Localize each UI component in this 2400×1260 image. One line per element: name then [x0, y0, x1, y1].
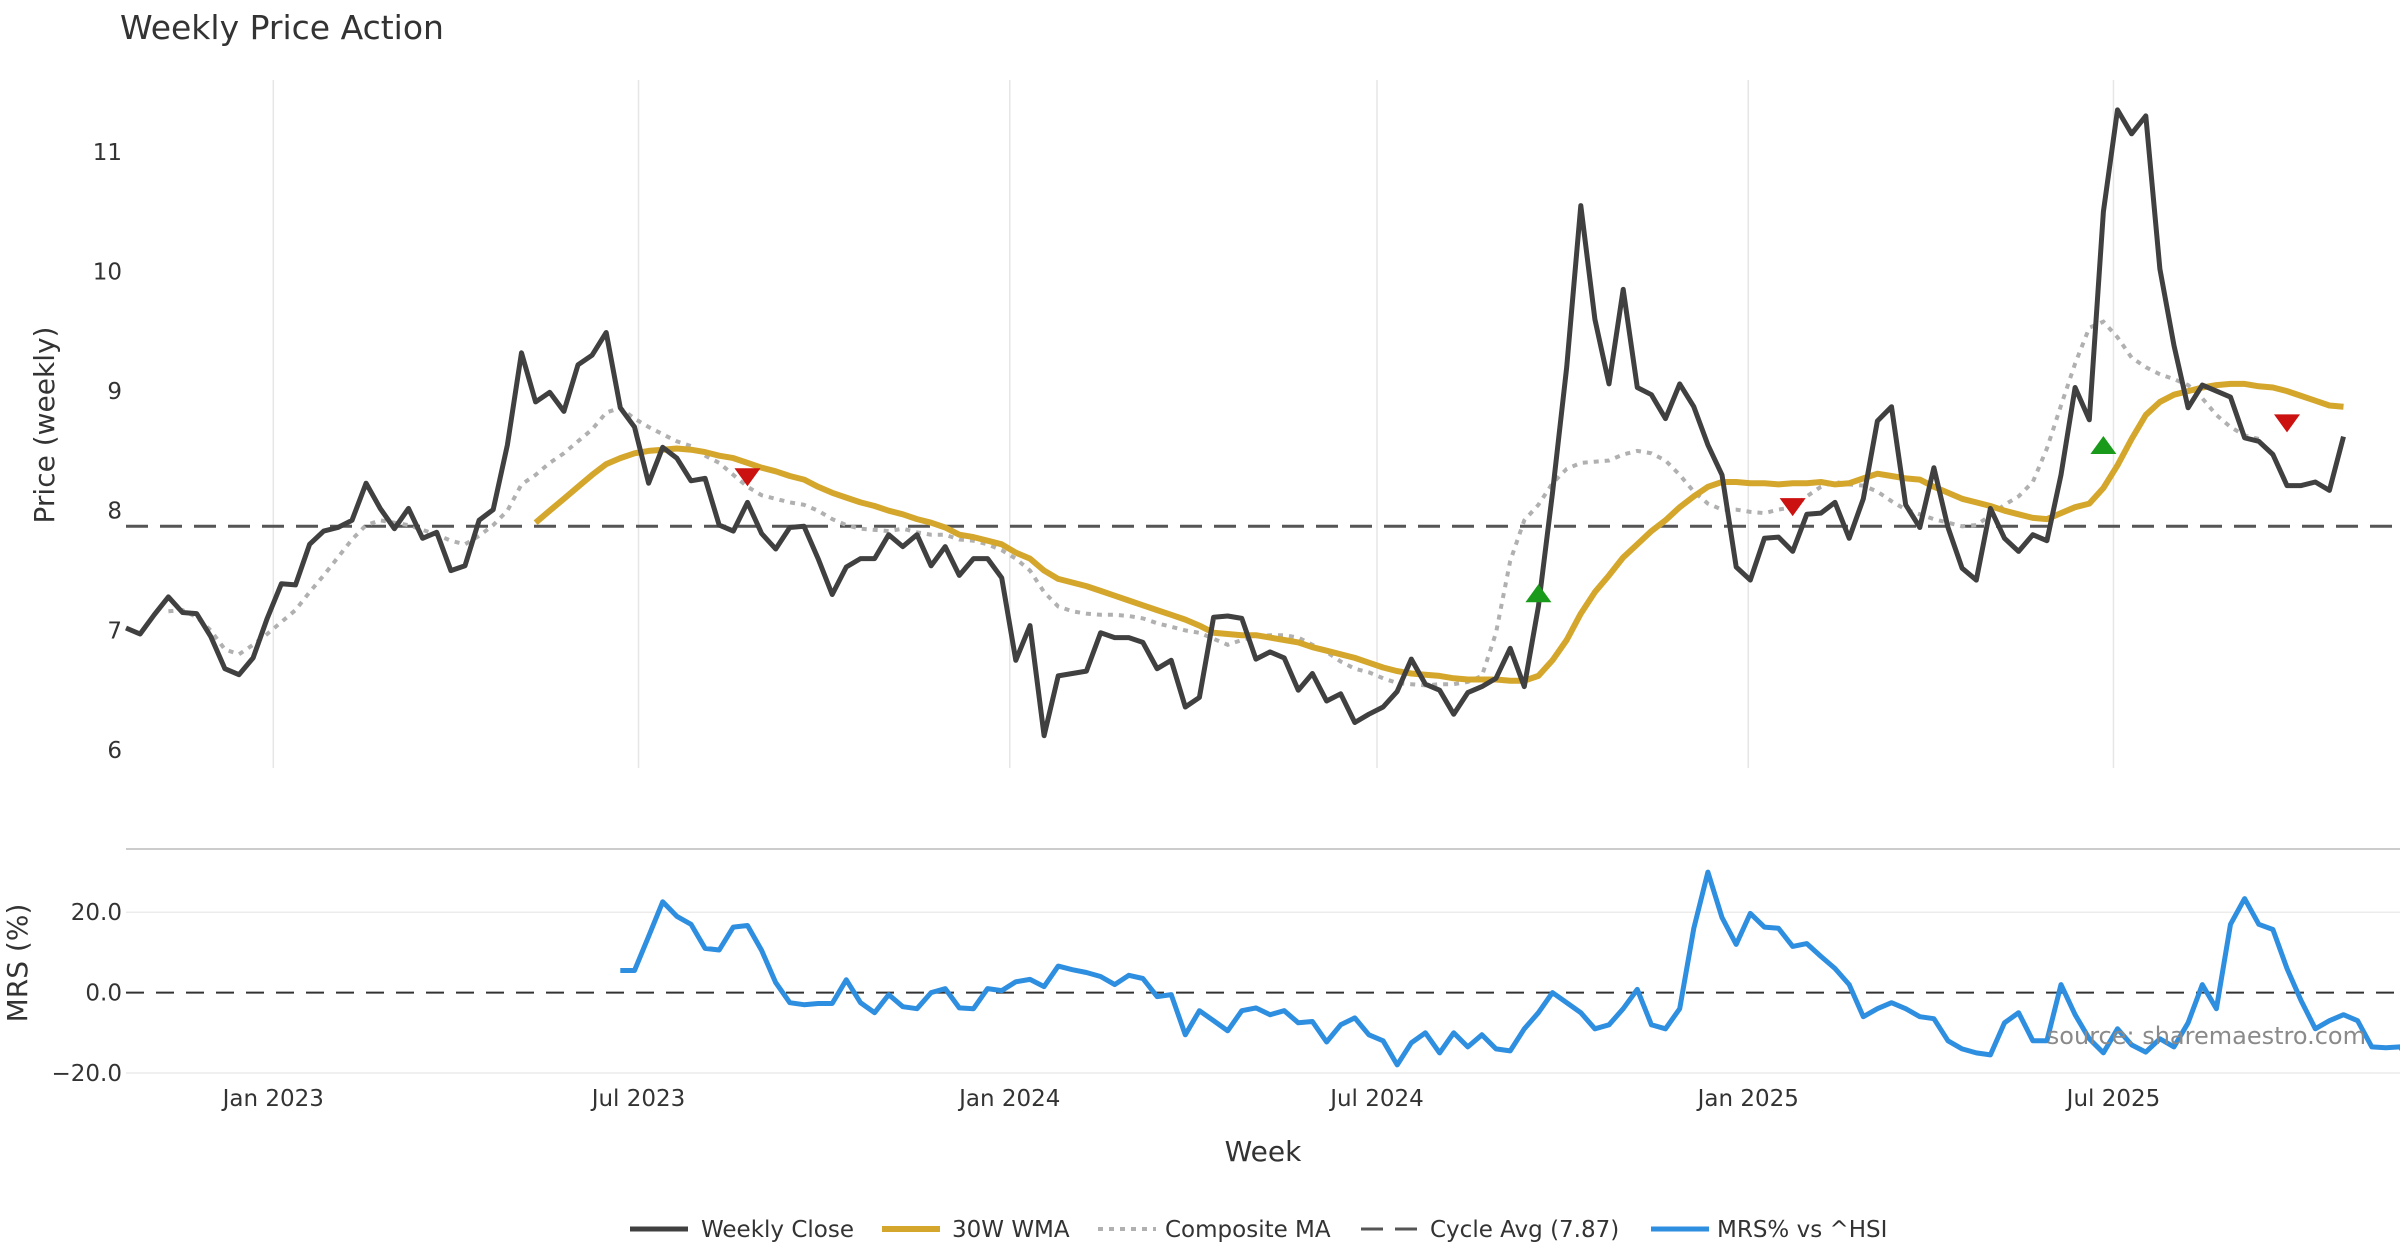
legend-item-30w-wma: 30W WMA	[882, 1217, 1070, 1243]
source-note: source: sharemaestro.com	[2047, 1022, 2366, 1050]
x-axis-ticks: Jan 2023 Jul 2023 Jan 2024 Jul 2024 Jan 2025…	[221, 1086, 2161, 1112]
price-y-tick-label: 9	[107, 379, 122, 405]
mrs-y-axis-label: MRS (%)	[1, 904, 34, 1023]
mrs-line	[620, 869, 2400, 1068]
sell-signal-marker	[1779, 498, 1806, 517]
sell-signal-marker	[2274, 414, 2301, 433]
legend: Weekly Close 30W WMA Composite MA Cycle …	[630, 1217, 1887, 1243]
x-tick-label: Jul 2024	[1328, 1086, 1424, 1112]
x-axis-label: Week	[1225, 1135, 1302, 1168]
x-tick-label: Jul 2023	[590, 1086, 686, 1112]
svg-text:Cycle Avg (7.87): Cycle Avg (7.87)	[1430, 1217, 1619, 1243]
price-y-tick-label: 11	[93, 140, 122, 166]
weekly-close-line	[125, 107, 2346, 739]
x-tick-label: Jan 2024	[957, 1086, 1060, 1112]
mrs-gridlines	[126, 911, 2400, 1074]
chart-title: Weekly Price Action	[120, 8, 444, 47]
buy-signal-marker	[1525, 584, 1552, 603]
mrs-y-tick-label: −20.0	[52, 1061, 122, 1087]
price-y-tick-label: 10	[93, 259, 122, 285]
svg-text:Composite MA: Composite MA	[1165, 1217, 1331, 1243]
signal-markers	[734, 414, 2301, 603]
price-gridlines	[272, 80, 2115, 768]
legend-item-composite-ma: Composite MA	[1098, 1217, 1331, 1243]
price-y-tick-label: 8	[107, 499, 122, 525]
price-y-tick-label: 7	[107, 618, 122, 644]
price-y-ticks: 6 7 8 9 10 11	[93, 140, 122, 764]
wma-30w-line	[533, 380, 2344, 684]
svg-text:30W WMA: 30W WMA	[952, 1217, 1070, 1243]
mrs-y-ticks: 20.0 0.0 −20.0	[52, 900, 122, 1087]
buy-signal-marker	[2090, 435, 2117, 454]
price-y-axis-label: Price (weekly)	[28, 327, 61, 524]
x-tick-label: Jan 2023	[221, 1086, 324, 1112]
x-tick-label: Jan 2025	[1696, 1086, 1799, 1112]
price-panel: 6 7 8 9 10 11 Price (weekly)	[28, 80, 2400, 768]
legend-item-weekly-close: Weekly Close	[630, 1217, 854, 1243]
sell-signal-marker	[734, 468, 761, 487]
svg-text:MRS% vs ^HSI: MRS% vs ^HSI	[1717, 1217, 1887, 1243]
price-y-tick-label: 6	[107, 738, 122, 764]
legend-item-cycle-avg: Cycle Avg (7.87)	[1361, 1217, 1619, 1243]
mrs-panel: 20.0 0.0 −20.0 source: sharemaestro.com MR…	[1, 869, 2400, 1087]
mrs-y-tick-label: 20.0	[71, 900, 122, 926]
svg-text:Weekly Close: Weekly Close	[701, 1217, 854, 1243]
x-tick-label: Jul 2025	[2065, 1086, 2161, 1112]
mrs-y-tick-label: 0.0	[85, 981, 122, 1007]
legend-item-mrs: MRS% vs ^HSI	[1651, 1217, 1887, 1243]
